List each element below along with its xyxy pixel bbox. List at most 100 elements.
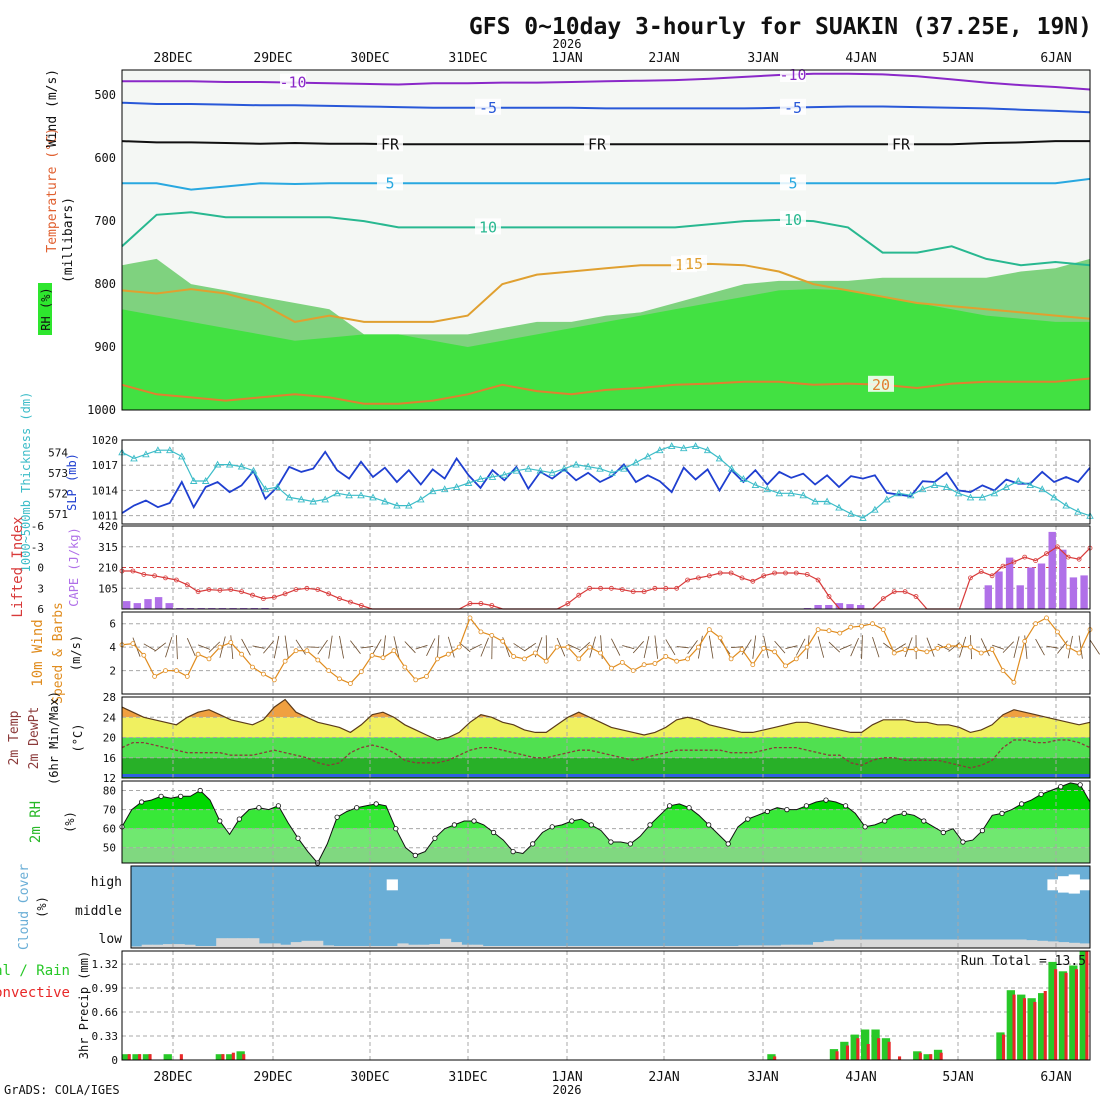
contour-label: -5 (784, 99, 802, 117)
cape-bar (995, 571, 1003, 609)
thickness-point (405, 501, 413, 509)
precip-conv-bar (242, 1054, 246, 1060)
low-cloud-block (727, 946, 739, 948)
low-cloud-block (386, 946, 398, 948)
wind-barb (817, 636, 825, 658)
wind-speed-point (761, 645, 767, 651)
wind-barb (904, 637, 913, 658)
cape-axis-label: CAPE (J/kg) (67, 527, 81, 606)
rh-point (627, 841, 634, 847)
temp-axis-label-2: 2m DewPt (27, 707, 42, 770)
wind-speed-point (946, 643, 951, 649)
wind-barb (263, 640, 275, 654)
wind-speed-point (772, 649, 777, 655)
wind-speed-point (924, 649, 930, 655)
thickness-point (560, 464, 568, 472)
wind-barb (589, 636, 596, 658)
thickness-point (393, 501, 401, 509)
wind-speed-point (304, 648, 310, 654)
wind-barb (513, 643, 526, 652)
wind-speed-point (358, 669, 364, 675)
low-cloud-block (312, 940, 324, 948)
wind-barb (578, 641, 591, 653)
rh-point (432, 835, 438, 841)
temp-tick-label: 16 (103, 752, 116, 765)
precip-conv-bar (1085, 951, 1089, 1060)
low-cloud-block (983, 939, 995, 948)
rh-point (334, 814, 340, 820)
thickness-point (249, 466, 258, 474)
wind-barb (1078, 635, 1083, 659)
rh-point (178, 793, 184, 799)
li-point (250, 592, 255, 598)
wind-speed-point (228, 640, 234, 645)
rh-point (666, 803, 673, 809)
date-label-bottom: 3JAN (747, 1070, 778, 1085)
li-point (706, 573, 712, 579)
wind-barb (306, 646, 319, 648)
low-cloud-block (322, 945, 334, 948)
date-label-top: 30DEC (350, 51, 389, 66)
pressure-tick-label: 900 (94, 340, 116, 354)
cloud-level-label: low (99, 932, 123, 947)
li-point (239, 589, 245, 595)
low-cloud-block (1047, 941, 1059, 948)
thickness-point (548, 468, 556, 476)
thickness-point (452, 483, 461, 491)
precip-conv-bar (1074, 969, 1078, 1060)
low-cloud-block (1079, 943, 1091, 948)
li-point (141, 572, 147, 577)
precip-conv-bar (898, 1056, 902, 1060)
cape-tick-label: 105 (98, 582, 118, 595)
rh-point (823, 797, 829, 803)
cape-bar (1037, 563, 1046, 609)
li-point (652, 585, 658, 591)
thickness-point (859, 513, 867, 521)
thickness-point (428, 487, 437, 495)
precip-total-bar (1069, 965, 1078, 1060)
li-point (315, 587, 321, 592)
wind-barb (948, 642, 960, 652)
contour-label-bg (475, 98, 501, 115)
rh-point (354, 805, 360, 811)
rh-point (256, 805, 262, 811)
precip-conv-bar (866, 1044, 870, 1060)
date-label-bottom: 28DEC (153, 1070, 192, 1085)
wind-speed-point (511, 654, 516, 659)
footer-credit: GrADS: COLA/IGES (4, 1083, 120, 1097)
low-cloud-block (280, 944, 292, 948)
precip-total-bar (996, 1032, 1005, 1060)
precip-total-bar (1038, 993, 1047, 1060)
low-cloud-block (408, 944, 420, 948)
precip-total-bar (236, 1051, 245, 1060)
wind-speed-point (565, 644, 571, 650)
pressure-tick-label: 800 (94, 277, 116, 291)
wind-barb (437, 635, 440, 660)
low-cloud-block (791, 944, 803, 948)
thickness-point (1026, 481, 1034, 489)
wind-speed-point (870, 621, 875, 627)
li-point (1022, 554, 1028, 560)
wind-barb (926, 637, 935, 657)
contour-label: 20 (872, 376, 890, 394)
wind-speed-point (630, 668, 636, 673)
thickness-point (417, 495, 425, 503)
precip-conv-bar (179, 1054, 183, 1060)
pressure-axis-label: (millibars) (61, 197, 76, 283)
date-label-top: 4JAN (845, 51, 876, 66)
rh-point (784, 806, 790, 813)
li-point (913, 594, 919, 599)
wind-barb (893, 643, 906, 652)
li-point (260, 596, 266, 601)
wind-speed-point (260, 671, 266, 677)
low-cloud-block (503, 946, 516, 948)
rh-point (940, 829, 946, 836)
cloud-axis-label: Cloud Cover (17, 864, 32, 950)
wind-speed-point (641, 662, 647, 668)
low-cloud-block (269, 943, 281, 948)
rh-point (647, 822, 653, 828)
wind-barb (959, 636, 967, 658)
temp-tick-label: 28 (103, 691, 116, 704)
thickness-point (739, 474, 748, 482)
li-point (304, 585, 310, 591)
